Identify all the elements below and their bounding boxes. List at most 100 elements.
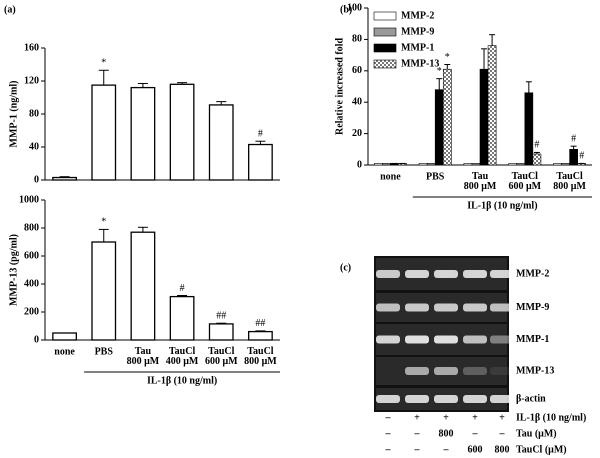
bar bbox=[524, 92, 534, 166]
y-tick-label: 40 bbox=[352, 96, 362, 107]
significance-mark: # bbox=[571, 133, 576, 144]
bar bbox=[91, 84, 117, 181]
gel-band bbox=[490, 335, 514, 344]
treatment-value: + bbox=[472, 412, 478, 423]
bar bbox=[516, 163, 526, 166]
bar bbox=[208, 323, 234, 341]
bar bbox=[91, 241, 117, 341]
significance-mark: ## bbox=[216, 310, 226, 321]
bar bbox=[52, 332, 77, 341]
gel-band bbox=[405, 395, 429, 403]
significance-mark: ## bbox=[255, 318, 265, 329]
y-tick-label: 120 bbox=[24, 75, 39, 86]
bar bbox=[463, 163, 473, 166]
bar bbox=[169, 295, 195, 341]
treatment-label: TauCl (μM) bbox=[516, 444, 567, 455]
gel-band bbox=[376, 335, 400, 344]
y-tick-label: 40 bbox=[29, 141, 39, 152]
treatment-label: Tau (μM) bbox=[516, 428, 557, 439]
bar bbox=[561, 163, 570, 166]
bar bbox=[442, 68, 452, 166]
gel-band bbox=[405, 270, 429, 278]
gel-band bbox=[405, 367, 429, 375]
significance-mark: # bbox=[180, 283, 185, 294]
x-tick-label: none bbox=[54, 346, 75, 357]
gel-band bbox=[434, 270, 458, 278]
gel-band bbox=[376, 367, 400, 375]
x-tick-label: TauCl 600 μM bbox=[205, 346, 238, 367]
treatment-value: – bbox=[414, 444, 421, 455]
y-tick-label: 0 bbox=[34, 334, 39, 345]
gel-band bbox=[434, 303, 458, 312]
group-label: IL-1β (10 ng/ml) bbox=[147, 375, 217, 386]
x-tick-label: none bbox=[380, 171, 401, 182]
gel-band bbox=[463, 395, 487, 403]
treatment-value: 600 bbox=[468, 444, 483, 455]
significance-mark: * bbox=[445, 52, 450, 63]
y-tick-label: 0 bbox=[34, 174, 39, 185]
x-tick-label: PBS bbox=[95, 346, 114, 357]
x-tick-label: TauCl 400 μM bbox=[166, 346, 199, 367]
treatment-value: – bbox=[443, 444, 450, 455]
bar bbox=[532, 153, 542, 166]
treatment-value: + bbox=[499, 412, 505, 423]
treatment-value: – bbox=[385, 428, 392, 439]
gel-band bbox=[376, 270, 400, 278]
gel-band bbox=[463, 270, 487, 278]
bar bbox=[248, 143, 273, 181]
bar bbox=[471, 163, 481, 166]
gel-band bbox=[490, 270, 514, 278]
y-tick-label: 0 bbox=[357, 159, 362, 170]
bar bbox=[487, 45, 497, 166]
gel-band bbox=[434, 395, 458, 403]
bar bbox=[426, 163, 436, 166]
treatment-value: 800 bbox=[439, 428, 454, 439]
significance-mark: * bbox=[101, 217, 106, 228]
gel-band bbox=[490, 395, 514, 403]
y-tick-label: 100 bbox=[347, 2, 362, 13]
y-tick-label: 600 bbox=[24, 250, 39, 261]
treatment-value: – bbox=[472, 428, 479, 439]
band-label: MMP-1 bbox=[516, 334, 549, 345]
band-label: β-actin bbox=[516, 393, 546, 404]
x-tick-label: TauCl 800 μM bbox=[553, 171, 586, 192]
panel-label: (c) bbox=[340, 262, 351, 273]
y-tick-label: 200 bbox=[24, 306, 39, 317]
bar bbox=[569, 149, 578, 166]
bar bbox=[553, 163, 562, 166]
legend-label: MMP-2 bbox=[401, 10, 434, 21]
treatment-value: – bbox=[385, 444, 392, 455]
panel-label: (a) bbox=[4, 4, 16, 15]
treatment-value: – bbox=[414, 428, 421, 439]
gel-band bbox=[434, 335, 458, 344]
panel-label: (b) bbox=[340, 4, 352, 15]
significance-mark: # bbox=[258, 129, 263, 140]
significance-mark: # bbox=[579, 151, 584, 162]
bar bbox=[169, 83, 195, 181]
y-tick-label: 80 bbox=[352, 34, 362, 45]
significance-mark: * bbox=[101, 58, 106, 69]
treatment-value: – bbox=[385, 412, 392, 423]
bar bbox=[508, 163, 518, 166]
gel-band bbox=[463, 367, 487, 375]
y-tick-label: 80 bbox=[29, 108, 39, 119]
gel-band bbox=[405, 335, 429, 344]
x-tick-label: Tau 800 μM bbox=[127, 346, 160, 367]
y-tick-label: 20 bbox=[352, 128, 362, 139]
y-tick-label: 400 bbox=[24, 278, 39, 289]
band-label: MMP-2 bbox=[516, 268, 549, 279]
bar bbox=[434, 89, 444, 166]
x-tick-label: PBS bbox=[426, 171, 445, 182]
treatment-value: + bbox=[443, 412, 449, 423]
gel-band bbox=[463, 335, 487, 344]
legend-label: MMP-13 bbox=[401, 58, 439, 69]
bar bbox=[130, 231, 156, 341]
bar bbox=[248, 330, 273, 341]
bar bbox=[208, 104, 234, 181]
x-tick-label: TauCl 600 μM bbox=[508, 171, 541, 192]
bar bbox=[479, 68, 489, 166]
bar bbox=[130, 86, 156, 181]
legend-label: MMP-9 bbox=[401, 26, 434, 37]
y-tick-label: 800 bbox=[24, 222, 39, 233]
y-tick-label: 1000 bbox=[19, 194, 39, 205]
